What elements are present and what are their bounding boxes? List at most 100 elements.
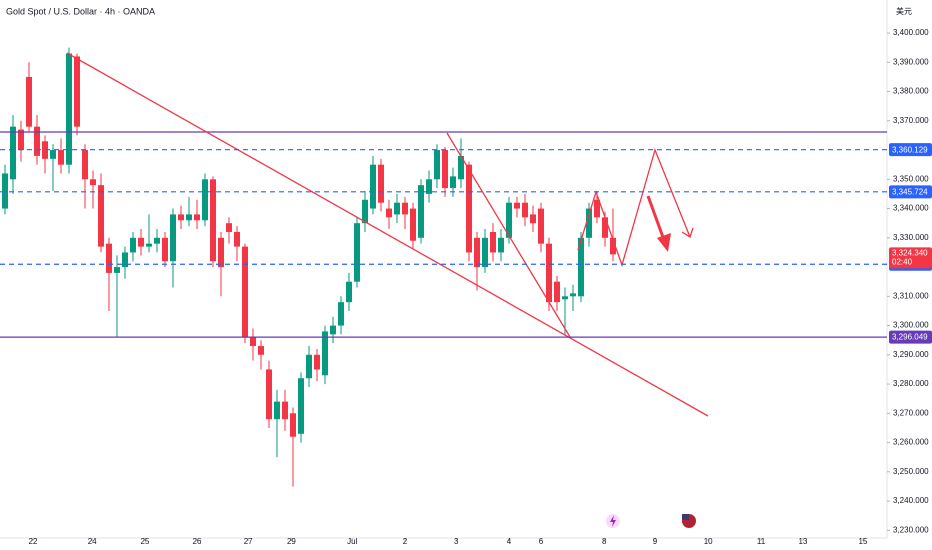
y-tick-label: 3,250.000 bbox=[893, 467, 929, 476]
candle-body bbox=[178, 214, 184, 221]
candle-body bbox=[122, 252, 128, 268]
candle-body bbox=[34, 126, 40, 156]
candle-body bbox=[282, 401, 288, 420]
candle-body bbox=[90, 179, 96, 186]
x-tick-label: 15 bbox=[859, 537, 868, 546]
price-badge bbox=[889, 143, 932, 157]
candle-body bbox=[538, 208, 544, 244]
candle-body bbox=[578, 237, 584, 297]
arrow-head bbox=[681, 227, 694, 238]
candle-body bbox=[50, 150, 56, 159]
price-badge-label: 3,296.049 bbox=[892, 333, 928, 342]
x-tick-label: 26 bbox=[193, 537, 202, 546]
x-tick-label: 22 bbox=[29, 537, 38, 546]
candle-body bbox=[346, 281, 352, 303]
price-badge bbox=[889, 185, 932, 199]
candle-body bbox=[82, 150, 88, 180]
candle-body bbox=[98, 185, 104, 247]
candle-body bbox=[162, 237, 168, 262]
y-tick-label: 3,350.000 bbox=[893, 174, 929, 183]
candle-body bbox=[394, 202, 400, 215]
candle-body bbox=[570, 293, 576, 297]
candle-body bbox=[498, 237, 504, 253]
candle-body bbox=[202, 179, 208, 221]
arrow-head bbox=[657, 233, 671, 252]
candle-body bbox=[186, 214, 192, 221]
x-tick-label: 9 bbox=[653, 537, 658, 546]
candle-body bbox=[466, 164, 472, 253]
levels: 3,360.1293,345.7243,320.9693,296.0493,32… bbox=[0, 143, 932, 344]
candle-body bbox=[258, 346, 264, 355]
projection-arrow bbox=[646, 195, 666, 241]
candle-body bbox=[586, 208, 592, 238]
trend-line bbox=[446, 132, 571, 338]
x-tick-label: 4 bbox=[507, 537, 512, 546]
x-tick-label: 8 bbox=[602, 537, 607, 546]
candle-body bbox=[378, 164, 384, 203]
y-tick-label: 3,280.000 bbox=[893, 379, 929, 388]
candle-body bbox=[58, 150, 64, 165]
candle-body bbox=[370, 164, 376, 209]
candle-body bbox=[522, 202, 528, 218]
candle-body bbox=[442, 150, 448, 189]
candle-body bbox=[546, 243, 552, 303]
y-tick-label: 3,310.000 bbox=[893, 291, 929, 300]
x-tick-label: 25 bbox=[141, 537, 150, 546]
candle-body bbox=[458, 155, 464, 180]
chart-title: Gold Spot / U.S. Dollar · 4h · OANDA bbox=[6, 6, 155, 16]
candle-body bbox=[250, 337, 256, 347]
candle-body bbox=[322, 331, 328, 376]
candle-body bbox=[130, 237, 136, 253]
trend-line bbox=[66, 52, 709, 417]
y-tick-label: 3,390.000 bbox=[893, 57, 929, 66]
event-flag-canton bbox=[682, 514, 689, 520]
candle-body bbox=[362, 199, 368, 224]
candle-body bbox=[594, 199, 600, 218]
candle-body bbox=[306, 354, 312, 379]
price-badge-label: 3,345.724 bbox=[892, 187, 928, 196]
candle-body bbox=[242, 246, 248, 338]
candle-body bbox=[330, 325, 336, 335]
candle-body bbox=[418, 185, 424, 238]
candle-body bbox=[354, 223, 360, 282]
price-badge-label: 3,360.129 bbox=[892, 145, 928, 154]
candle-body bbox=[562, 296, 568, 300]
price-badge bbox=[889, 330, 932, 344]
candle-body bbox=[338, 302, 344, 326]
candle-body bbox=[146, 243, 152, 247]
candle-body bbox=[114, 267, 120, 273]
candle-body bbox=[234, 231, 240, 247]
candles bbox=[2, 47, 616, 487]
x-tick-label: 27 bbox=[244, 537, 253, 546]
x-tick-label: 10 bbox=[704, 537, 713, 546]
candle-body bbox=[26, 76, 32, 127]
countdown-label: 02:40 bbox=[892, 257, 913, 266]
candle-body bbox=[514, 202, 520, 209]
candle-body bbox=[490, 231, 496, 253]
candle-body bbox=[426, 179, 432, 194]
y-tick-label: 3,300.000 bbox=[893, 321, 929, 330]
candle-body bbox=[2, 173, 8, 209]
x-tick-label: 29 bbox=[287, 537, 296, 546]
y-tick-label: 3,330.000 bbox=[893, 233, 929, 242]
last-price-label: 3,324.340 bbox=[892, 248, 928, 257]
candle-body bbox=[602, 217, 608, 238]
y-tick-label: 3,230.000 bbox=[893, 525, 929, 534]
candle-body bbox=[290, 413, 296, 437]
candle-body bbox=[482, 237, 488, 268]
y-tick-label: 3,290.000 bbox=[893, 350, 929, 359]
candle-body bbox=[194, 214, 200, 221]
candle-body bbox=[314, 354, 320, 370]
y-tick-label: 3,400.000 bbox=[893, 28, 929, 37]
candle-body bbox=[474, 237, 480, 268]
candle-body bbox=[106, 243, 112, 273]
candle-body bbox=[410, 208, 416, 241]
candle-body bbox=[274, 401, 280, 420]
x-tick-label: 24 bbox=[88, 537, 97, 546]
y-tick-label: 3,380.000 bbox=[893, 87, 929, 96]
x-tick-label: 13 bbox=[799, 537, 808, 546]
candle-body bbox=[386, 208, 392, 218]
y-tick-label: 3,340.000 bbox=[893, 204, 929, 213]
